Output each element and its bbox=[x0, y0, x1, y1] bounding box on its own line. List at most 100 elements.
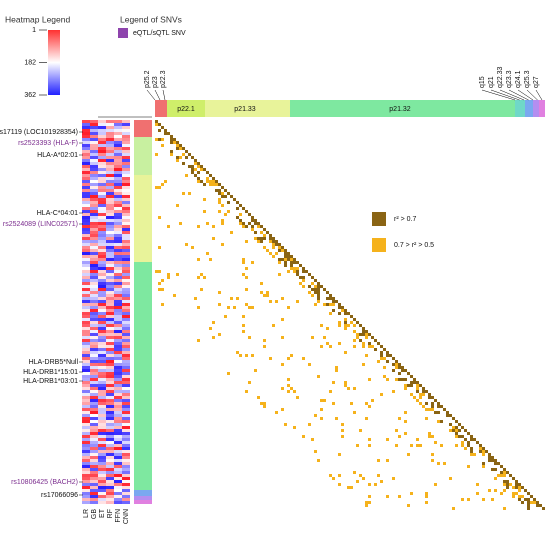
ld-cell bbox=[242, 222, 245, 225]
heatmap-cell bbox=[122, 270, 130, 273]
heatmap-cell bbox=[122, 279, 130, 282]
ld-cell bbox=[449, 423, 452, 426]
ld-cell bbox=[425, 495, 428, 498]
ld-cell bbox=[332, 477, 335, 480]
heatmap-cell bbox=[106, 444, 114, 447]
ld-cell bbox=[380, 354, 383, 357]
ld-cell bbox=[167, 273, 170, 276]
ld-diagonal bbox=[173, 138, 176, 141]
ld-cell bbox=[332, 309, 335, 312]
ld-cell bbox=[158, 216, 161, 219]
heatmap-cell bbox=[106, 489, 114, 492]
heatmap-cell bbox=[98, 351, 106, 354]
ld-diagonal bbox=[533, 498, 536, 501]
heatmap-cell bbox=[114, 330, 122, 333]
heatmap-cell bbox=[90, 201, 98, 204]
ld-diagonal bbox=[458, 423, 461, 426]
ld-cell bbox=[242, 225, 245, 228]
ld-cell bbox=[527, 507, 530, 510]
heatmap-cell bbox=[82, 210, 90, 213]
ld-cell bbox=[203, 276, 206, 279]
ld-cell bbox=[281, 408, 284, 411]
ld-cell bbox=[431, 459, 434, 462]
heatmap-cell bbox=[82, 300, 90, 303]
ld-cell bbox=[491, 498, 494, 501]
ld-cell bbox=[494, 477, 497, 480]
heatmap-cell bbox=[106, 294, 114, 297]
heatmap-cell bbox=[82, 297, 90, 300]
band-label: p25.2 bbox=[144, 70, 151, 88]
snv-label: HLA-C*04:01 bbox=[37, 210, 78, 217]
ld-cell bbox=[416, 444, 419, 447]
heatmap-cell bbox=[82, 177, 90, 180]
heatmap-cell bbox=[90, 264, 98, 267]
ld-cell bbox=[287, 306, 290, 309]
heatmap-cell bbox=[114, 468, 122, 471]
heatmap-cell bbox=[98, 297, 106, 300]
heatmap-cell bbox=[122, 408, 130, 411]
band-label: q25.3 bbox=[524, 70, 531, 88]
heatmap-cell bbox=[114, 456, 122, 459]
heatmap-cell bbox=[82, 342, 90, 345]
ld-cell bbox=[161, 144, 164, 147]
ld-cell bbox=[314, 288, 317, 291]
ld-cell bbox=[362, 333, 365, 336]
heatmap-cell bbox=[98, 363, 106, 366]
ld-cell bbox=[200, 168, 203, 171]
heatmap-cell bbox=[122, 333, 130, 336]
heatmap-cell bbox=[122, 438, 130, 441]
ld-diagonal bbox=[302, 267, 305, 270]
ld-cell bbox=[293, 390, 296, 393]
heatmap-cell bbox=[106, 237, 114, 240]
ld-diagonal bbox=[320, 285, 323, 288]
heatmap-cell bbox=[90, 474, 98, 477]
ld-cell bbox=[338, 321, 341, 324]
ld-cell bbox=[227, 201, 230, 204]
ld-cell bbox=[209, 180, 212, 183]
heatmap-cell bbox=[122, 261, 130, 264]
ld-cell bbox=[404, 411, 407, 414]
heatmap-cell bbox=[114, 183, 122, 186]
ld-cell bbox=[257, 237, 260, 240]
annotation-band bbox=[134, 175, 152, 262]
heatmap-cell bbox=[98, 327, 106, 330]
ld-cell bbox=[278, 246, 281, 249]
heatmap-cell bbox=[106, 354, 114, 357]
heatmap-cell bbox=[90, 378, 98, 381]
heatmap-cell bbox=[82, 153, 90, 156]
ld-cell bbox=[452, 429, 455, 432]
heatmap-cell bbox=[90, 132, 98, 135]
heatmap-cell bbox=[90, 393, 98, 396]
ld-cell bbox=[203, 210, 206, 213]
ld-cell bbox=[155, 123, 158, 126]
heatmap-cell bbox=[114, 300, 122, 303]
ld-cell bbox=[236, 216, 239, 219]
ld-diagonal bbox=[239, 204, 242, 207]
heatmap-cell bbox=[98, 333, 106, 336]
ld-cell bbox=[317, 297, 320, 300]
ld-cell bbox=[239, 213, 242, 216]
heatmap-cell bbox=[90, 300, 98, 303]
ld-diagonal bbox=[470, 435, 473, 438]
heatmap-cell bbox=[90, 297, 98, 300]
ld-cell bbox=[182, 153, 185, 156]
heatmap-cell bbox=[114, 459, 122, 462]
ld-diagonal bbox=[398, 363, 401, 366]
heatmap-cell bbox=[106, 453, 114, 456]
ld-cell bbox=[380, 351, 383, 354]
heatmap-cell bbox=[98, 387, 106, 390]
heatmap-cell bbox=[122, 384, 130, 387]
heatmap-cell bbox=[122, 378, 130, 381]
heatmap-cell bbox=[106, 408, 114, 411]
heatmap-cell bbox=[98, 288, 106, 291]
heatmap-cell bbox=[106, 291, 114, 294]
heatmap-cell bbox=[82, 240, 90, 243]
heatmap-cell bbox=[114, 309, 122, 312]
ld-cell bbox=[407, 453, 410, 456]
ld-cell bbox=[269, 357, 272, 360]
heatmap-cell bbox=[114, 282, 122, 285]
ld-cell bbox=[200, 180, 203, 183]
ld-cell bbox=[254, 231, 257, 234]
heatmap-cell bbox=[90, 162, 98, 165]
ld-cell bbox=[206, 252, 209, 255]
